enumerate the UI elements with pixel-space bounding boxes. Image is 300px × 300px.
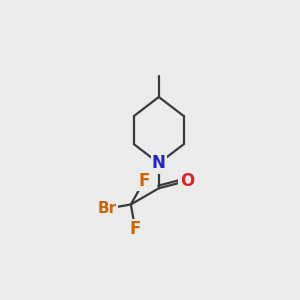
- Text: N: N: [152, 154, 166, 172]
- Text: F: F: [130, 220, 141, 238]
- Text: Br: Br: [98, 201, 117, 216]
- Text: O: O: [180, 172, 194, 190]
- Text: F: F: [138, 172, 150, 190]
